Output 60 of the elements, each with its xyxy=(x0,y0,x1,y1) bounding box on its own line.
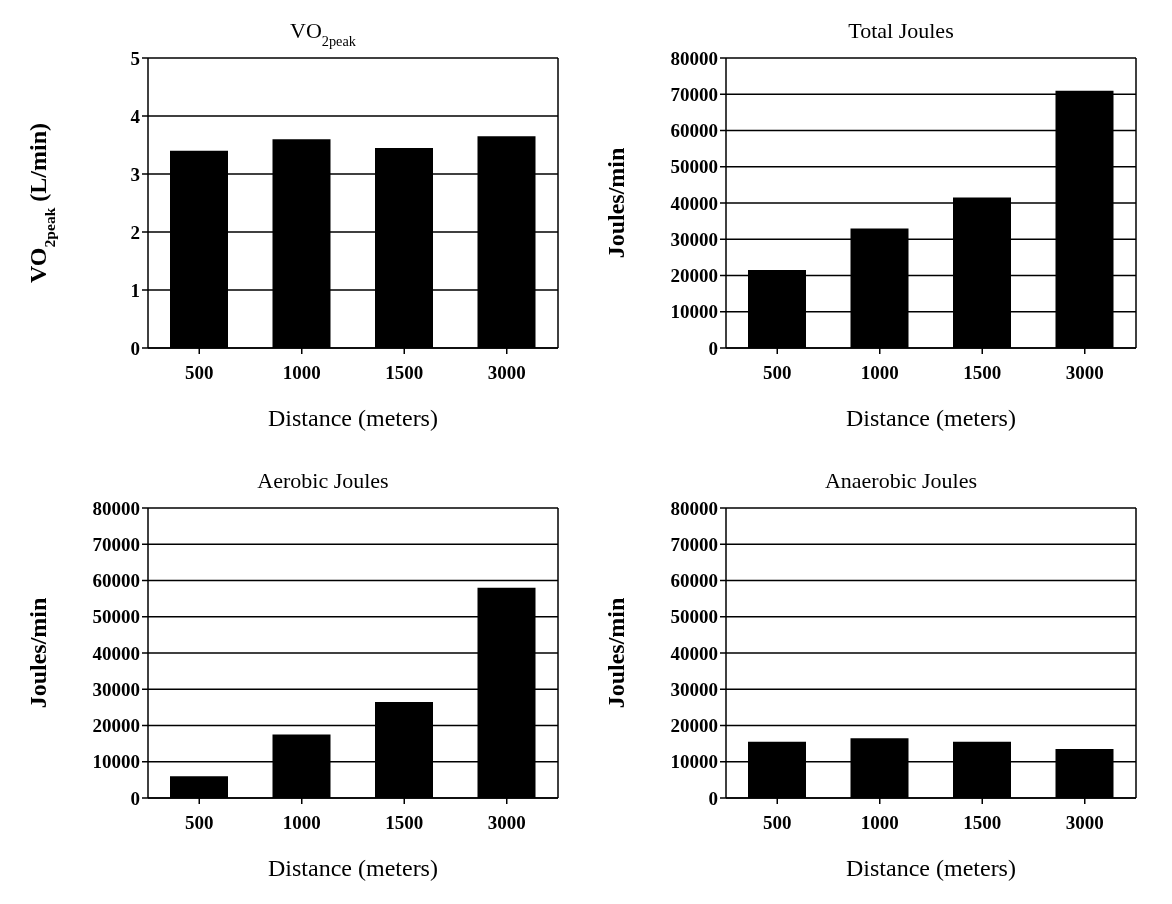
y-tick-label: 0 xyxy=(708,337,718,359)
y-tick-label: 50000 xyxy=(670,156,718,178)
chart-title: Total Joules xyxy=(848,18,954,43)
y-tick-label: 10000 xyxy=(670,301,718,323)
y-tick-label: 20000 xyxy=(670,715,718,737)
y-tick-label: 60000 xyxy=(670,120,718,142)
y-tick-label: 30000 xyxy=(670,228,718,250)
y-axis-title: Joules/min xyxy=(603,597,629,709)
y-tick-label: 4 xyxy=(130,105,141,127)
y-tick-label: 0 xyxy=(130,787,140,809)
y-tick-label: 20000 xyxy=(670,265,718,287)
y-tick-label: 70000 xyxy=(92,533,140,555)
x-axis-title: Distance (meters) xyxy=(268,855,438,881)
x-axis-title: Distance (meters) xyxy=(846,405,1016,431)
y-tick-label: 80000 xyxy=(670,497,718,519)
y-tick-label: 40000 xyxy=(670,192,718,214)
x-tick-label: 500 xyxy=(763,812,792,834)
y-tick-label: 10000 xyxy=(670,751,718,773)
y-tick-label: 40000 xyxy=(92,642,140,664)
x-tick-label: 3000 xyxy=(487,362,526,384)
y-tick-label: 60000 xyxy=(670,570,718,592)
x-tick-label: 1500 xyxy=(385,362,424,384)
x-tick-label: 1000 xyxy=(860,812,899,834)
x-tick-label: 1000 xyxy=(282,812,321,834)
chart-title: Aerobic Joules xyxy=(257,468,389,493)
y-tick-label: 3 xyxy=(130,163,140,185)
y-tick-label: 80000 xyxy=(92,497,140,519)
x-tick-label: 500 xyxy=(763,362,792,384)
y-tick-label: 70000 xyxy=(670,84,718,105)
x-tick-label: 500 xyxy=(185,362,214,384)
y-tick-label: 5 xyxy=(130,47,140,69)
x-axis-title: Distance (meters) xyxy=(846,855,1016,881)
y-tick-label: 30000 xyxy=(92,678,140,700)
y-tick-label: 60000 xyxy=(92,570,140,592)
y-tick-label: 50000 xyxy=(670,606,718,628)
x-tick-label: 1500 xyxy=(963,362,1002,384)
x-tick-label: 1500 xyxy=(963,812,1002,834)
y-axis-title: Joules/min xyxy=(603,147,629,259)
y-tick-label: 50000 xyxy=(92,606,140,628)
y-tick-label: 0 xyxy=(130,337,140,359)
x-tick-label: 1000 xyxy=(860,362,899,384)
y-tick-label: 80000 xyxy=(670,47,718,69)
y-tick-label: 2 xyxy=(130,221,140,243)
y-tick-label: 10000 xyxy=(92,751,140,773)
x-axis-title: Distance (meters) xyxy=(268,405,438,431)
chart-title: VO$_{2peak}$ xyxy=(290,18,357,49)
y-tick-label: 70000 xyxy=(670,533,718,555)
y-tick-label: 0 xyxy=(708,787,718,809)
y-tick-label: 30000 xyxy=(670,678,718,700)
y-tick-label: 1 xyxy=(130,279,140,301)
x-tick-label: 3000 xyxy=(1065,362,1104,384)
y-axis-title: Joules/min xyxy=(25,597,51,709)
chart-title: Anaerobic Joules xyxy=(824,468,978,493)
x-tick-label: 3000 xyxy=(487,812,526,834)
y-tick-label: 40000 xyxy=(670,642,718,664)
x-tick-label: 1500 xyxy=(385,812,424,834)
x-tick-label: 1000 xyxy=(282,362,321,384)
y-tick-label: 20000 xyxy=(92,715,140,737)
x-tick-label: 3000 xyxy=(1065,812,1104,834)
x-tick-label: 500 xyxy=(185,812,214,834)
